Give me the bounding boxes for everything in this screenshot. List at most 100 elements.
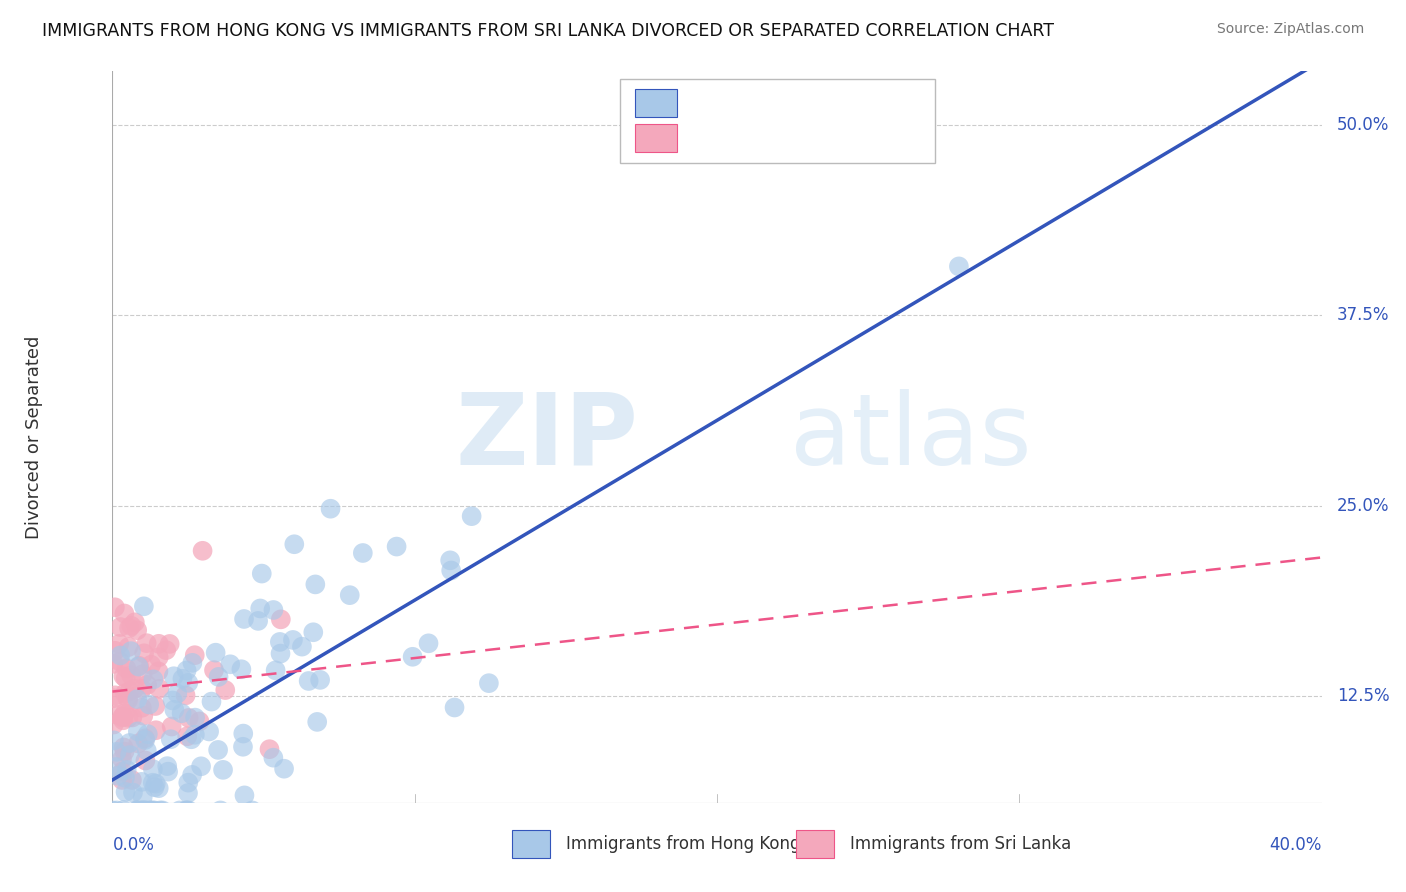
Text: atlas: atlas xyxy=(790,389,1031,485)
Point xyxy=(134,804,156,818)
Point xyxy=(270,612,292,626)
Point xyxy=(233,612,256,626)
Point xyxy=(104,689,127,703)
Point xyxy=(307,714,329,729)
Point xyxy=(231,662,253,676)
Point xyxy=(139,657,162,672)
Point xyxy=(143,699,166,714)
Point xyxy=(259,742,281,756)
Point xyxy=(240,804,263,818)
Point xyxy=(127,724,149,739)
Point xyxy=(127,736,149,750)
Text: Source: ZipAtlas.com: Source: ZipAtlas.com xyxy=(1216,22,1364,37)
Point xyxy=(131,700,153,714)
Point xyxy=(418,636,440,650)
Point xyxy=(110,648,132,663)
Point xyxy=(156,759,179,773)
Text: Immigrants from Hong Kong: Immigrants from Hong Kong xyxy=(565,835,800,853)
Point xyxy=(134,732,156,747)
Point xyxy=(177,786,200,800)
Point xyxy=(143,804,166,818)
Point xyxy=(114,745,136,759)
Point xyxy=(439,553,461,567)
Point xyxy=(111,752,134,766)
Point xyxy=(143,780,166,795)
Point xyxy=(112,713,135,727)
Point xyxy=(207,670,229,684)
Point xyxy=(104,600,127,615)
Point xyxy=(184,728,207,742)
FancyBboxPatch shape xyxy=(512,830,550,858)
Point xyxy=(135,804,157,818)
Point xyxy=(132,804,155,818)
Point xyxy=(136,727,159,741)
Text: R = 0.647   N = 111: R = 0.647 N = 111 xyxy=(690,94,858,112)
Point xyxy=(191,543,214,558)
Point xyxy=(105,707,128,722)
Point xyxy=(108,637,131,651)
FancyBboxPatch shape xyxy=(796,830,834,858)
Point xyxy=(120,619,142,633)
Point xyxy=(232,726,254,740)
Point xyxy=(114,706,136,721)
Point xyxy=(269,635,291,649)
Text: Immigrants from Sri Lanka: Immigrants from Sri Lanka xyxy=(851,835,1071,853)
Point xyxy=(148,637,170,651)
Point xyxy=(117,640,139,654)
Point xyxy=(298,673,321,688)
Point xyxy=(118,684,141,698)
Point xyxy=(115,763,138,777)
Point xyxy=(112,803,135,817)
Text: Divorced or Separated: Divorced or Separated xyxy=(25,335,44,539)
Point xyxy=(247,614,270,628)
Point xyxy=(177,676,200,690)
Point xyxy=(200,695,222,709)
Point xyxy=(115,661,138,675)
Point xyxy=(262,603,284,617)
Point xyxy=(132,708,155,723)
Point xyxy=(124,615,146,630)
Point xyxy=(111,709,134,723)
Point xyxy=(177,775,200,789)
Point xyxy=(172,672,194,686)
Point xyxy=(132,599,155,614)
Point xyxy=(145,777,167,791)
Point xyxy=(184,710,207,724)
Point xyxy=(159,637,181,651)
Point xyxy=(443,700,465,714)
Point xyxy=(131,681,153,696)
Point xyxy=(121,710,143,724)
Point xyxy=(170,706,193,721)
Point xyxy=(352,546,374,560)
Point xyxy=(128,658,150,673)
Point xyxy=(148,650,170,665)
Point xyxy=(135,636,157,650)
Point xyxy=(135,743,157,757)
Point xyxy=(339,588,361,602)
Point xyxy=(232,739,254,754)
Point xyxy=(124,681,146,696)
Point xyxy=(273,762,295,776)
Point xyxy=(163,669,186,683)
Point xyxy=(198,724,221,739)
Point xyxy=(128,659,150,673)
Point xyxy=(111,710,134,724)
Text: 25.0%: 25.0% xyxy=(1337,497,1389,515)
Point xyxy=(118,736,141,750)
Point xyxy=(270,647,292,661)
Point xyxy=(264,664,287,678)
Point xyxy=(157,764,180,779)
Text: 0.0%: 0.0% xyxy=(112,837,155,855)
Point xyxy=(309,673,332,687)
Point xyxy=(166,687,188,701)
Point xyxy=(291,640,314,654)
Point xyxy=(122,786,145,800)
Point xyxy=(134,731,156,746)
Point xyxy=(148,665,170,679)
Point xyxy=(105,745,128,759)
Point xyxy=(142,762,165,776)
Point xyxy=(132,646,155,660)
Point xyxy=(174,804,197,818)
FancyBboxPatch shape xyxy=(620,78,935,162)
Point xyxy=(142,804,165,818)
